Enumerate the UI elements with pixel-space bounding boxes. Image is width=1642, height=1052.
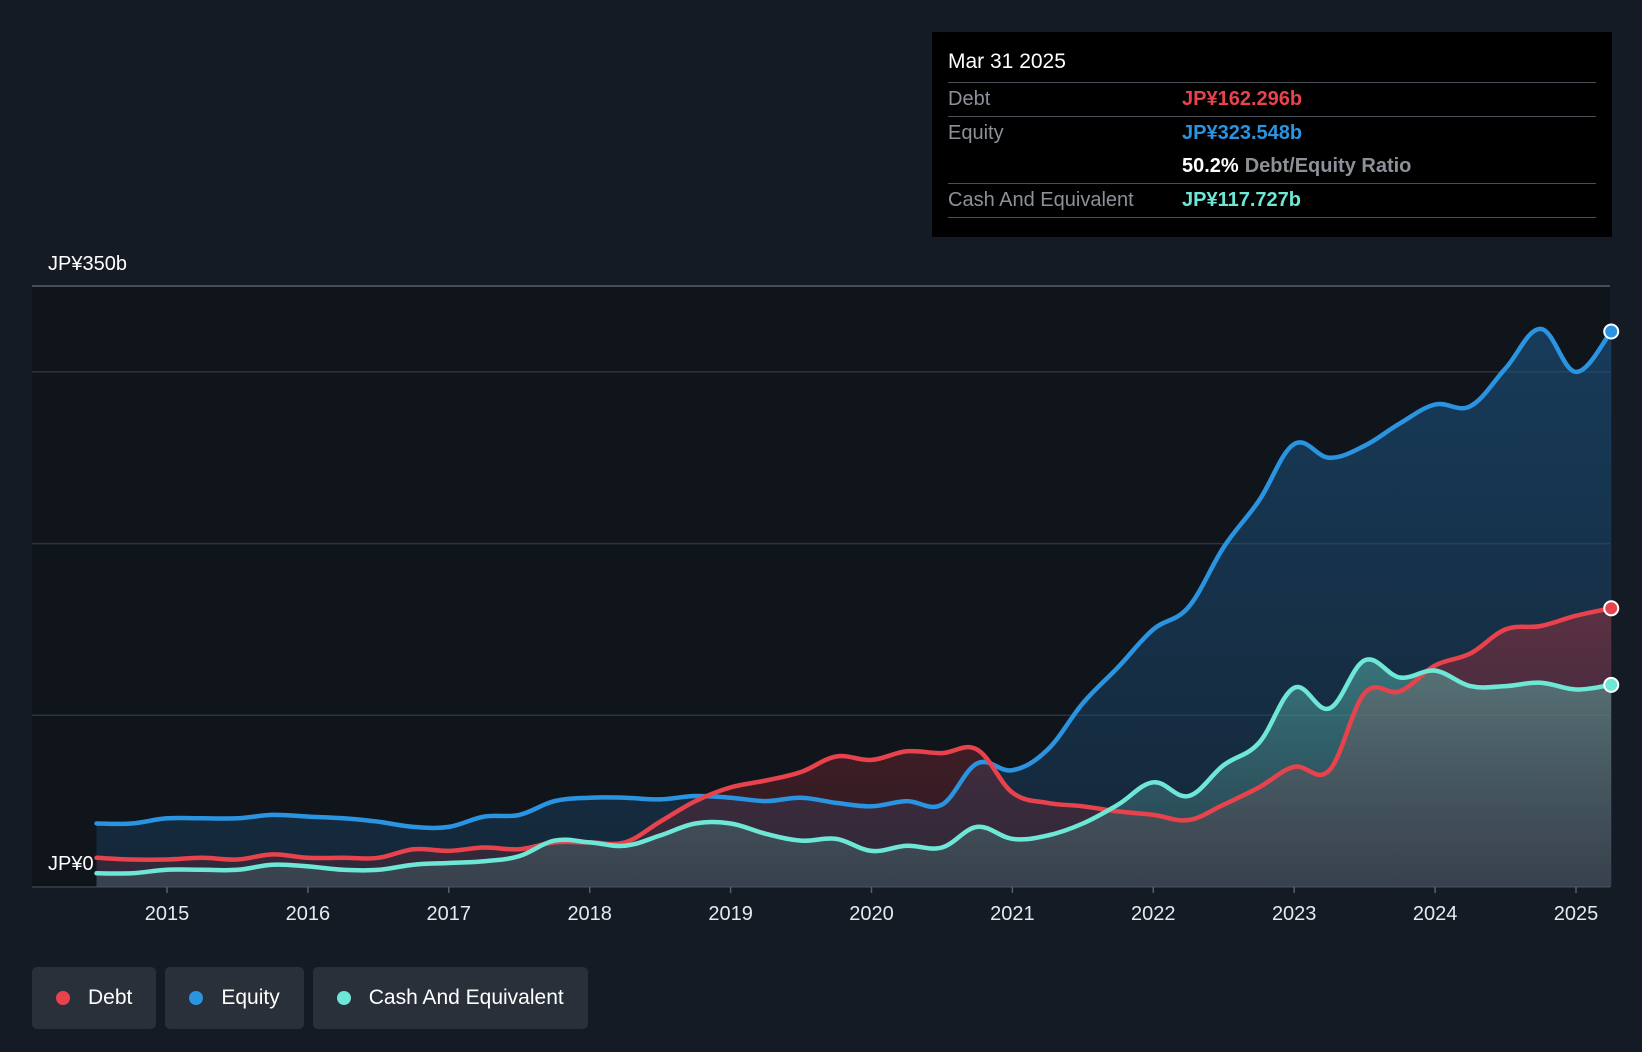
- cash-dot-icon: [336, 991, 351, 1005]
- series-endpoints: [1603, 323, 1620, 693]
- x-tick-label-2024: 2024: [1413, 903, 1458, 925]
- x-tick-label-2022: 2022: [1131, 903, 1176, 925]
- tooltip-row-debt: Debt JP¥162.296b: [948, 83, 1596, 117]
- cash-area: [96, 659, 1612, 887]
- legend-item-equity[interactable]: Equity: [165, 967, 304, 1029]
- y-axis-label-min: JP¥0: [48, 853, 94, 875]
- cash-endpoint: [1603, 676, 1620, 693]
- tooltip-date: Mar 31 2025: [948, 46, 1596, 83]
- tooltip-row-equity: Equity JP¥323.548b: [948, 117, 1596, 150]
- cash-line: [94, 657, 1614, 876]
- x-tick-label-2019: 2019: [708, 903, 753, 925]
- debt-endpoint: [1603, 600, 1620, 617]
- x-tick-label-2025: 2025: [1554, 903, 1599, 925]
- series-areas: [96, 328, 1612, 887]
- x-tick-label-2020: 2020: [849, 903, 894, 925]
- x-tick-label-2018: 2018: [567, 903, 612, 925]
- legend-item-cash[interactable]: Cash And Equivalent: [312, 967, 588, 1029]
- debt-dot-icon: [56, 991, 70, 1005]
- legend-item-debt[interactable]: Debt: [32, 967, 157, 1029]
- tooltip-row-cash: Cash And Equivalent JP¥117.727b: [948, 184, 1596, 218]
- equity-line: [94, 326, 1614, 831]
- x-tick-label-2015: 2015: [145, 903, 190, 925]
- tooltip-equity-value: JP¥323.548b: [1182, 122, 1303, 144]
- equity-area: [96, 328, 1612, 887]
- tooltip-cash-value: JP¥117.727b: [1182, 189, 1301, 211]
- tooltip-panel: Mar 31 2025 Debt JP¥162.296b Equity JP¥3…: [932, 32, 1612, 237]
- tooltip-ratio-label: Debt/Equity Ratio: [1244, 155, 1412, 177]
- x-tick-label-2021: 2021: [990, 903, 1035, 925]
- equity-endpoint: [1603, 323, 1620, 340]
- tooltip-cash-label: Cash And Equivalent: [948, 189, 1134, 211]
- series-lines: [94, 326, 1614, 876]
- x-tick-label-2016: 2016: [286, 903, 331, 925]
- debt-line: [94, 606, 1614, 862]
- x-axis-ticks: 2015 2016 2017 2018 2019 2020 2021 2022 2023 2024…: [145, 887, 1599, 925]
- tooltip-debt-value: JP¥162.296b: [1182, 88, 1303, 110]
- x-tick-label-2023: 2023: [1272, 903, 1317, 925]
- y-axis-label-max: JP¥350b: [48, 253, 127, 275]
- tooltip-row-ratio: 50.2% Debt/Equity Ratio: [948, 150, 1596, 184]
- legend-label-debt: Debt: [88, 986, 133, 1009]
- tooltip-ratio-value: 50.2%: [1182, 155, 1239, 177]
- x-tick-label-2017: 2017: [427, 903, 472, 925]
- tooltip-equity-label: Equity: [948, 122, 1004, 144]
- legend: Debt Equity Cash And Equivalent: [32, 967, 588, 1029]
- equity-dot-icon: [189, 991, 204, 1005]
- legend-label-equity: Equity: [221, 986, 280, 1009]
- legend-label-cash: Cash And Equivalent: [368, 986, 564, 1009]
- tooltip-debt-label: Debt: [948, 88, 991, 110]
